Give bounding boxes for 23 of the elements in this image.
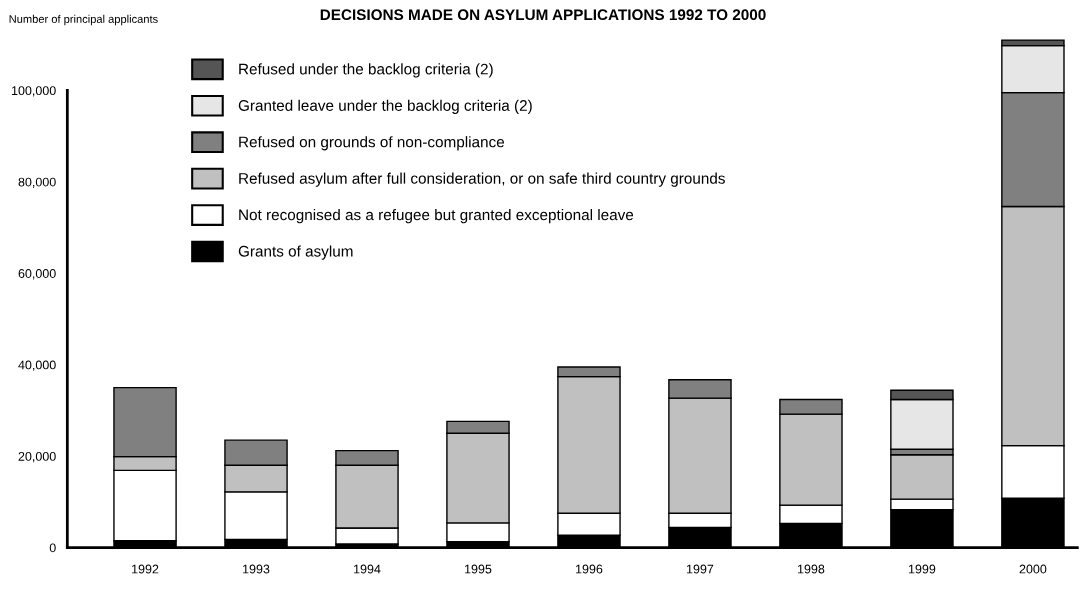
x-tick-label: 2000 [1019, 564, 1047, 574]
legend-label: Refused on grounds of non-compliance [239, 136, 505, 151]
legend-label: Refused asylum after full consideration, or on safe third country grounds [239, 172, 725, 187]
y-tick-label: 0 [49, 543, 56, 553]
x-tick-label: 1997 [687, 564, 714, 574]
x-tick-label: 1999 [908, 564, 936, 574]
y-tick-label: 60,000 [18, 269, 56, 280]
y-tick-label: 40,000 [18, 360, 56, 371]
x-tick-label: 1995 [465, 564, 492, 574]
legend-label: Not recognised as a refugee but granted exceptional leave [239, 209, 634, 224]
x-tick-label: 1993 [243, 564, 270, 574]
x-tick-label: 1996 [576, 564, 603, 574]
y-tick-label: 20,000 [18, 451, 56, 463]
x-tick-label: 1994 [354, 564, 381, 574]
legend-label: Grants of asylum [238, 245, 353, 260]
x-tick-label: 1992 [132, 564, 159, 574]
chart-title: DECISIONS MADE ON ASYLUM APPLICATIONS 1992 TO 2000 [320, 9, 766, 21]
y-tick-label: 100,000 [11, 86, 56, 97]
legend-label: Refused under the backlog criteria (2) [239, 63, 493, 78]
y-axis-title: Number of principal applicants [9, 14, 158, 26]
y-tick-label: 80,000 [18, 177, 56, 188]
legend-label: Granted leave under the backlog criteria (2) [238, 99, 532, 114]
x-tick-label: 1998 [797, 564, 825, 574]
